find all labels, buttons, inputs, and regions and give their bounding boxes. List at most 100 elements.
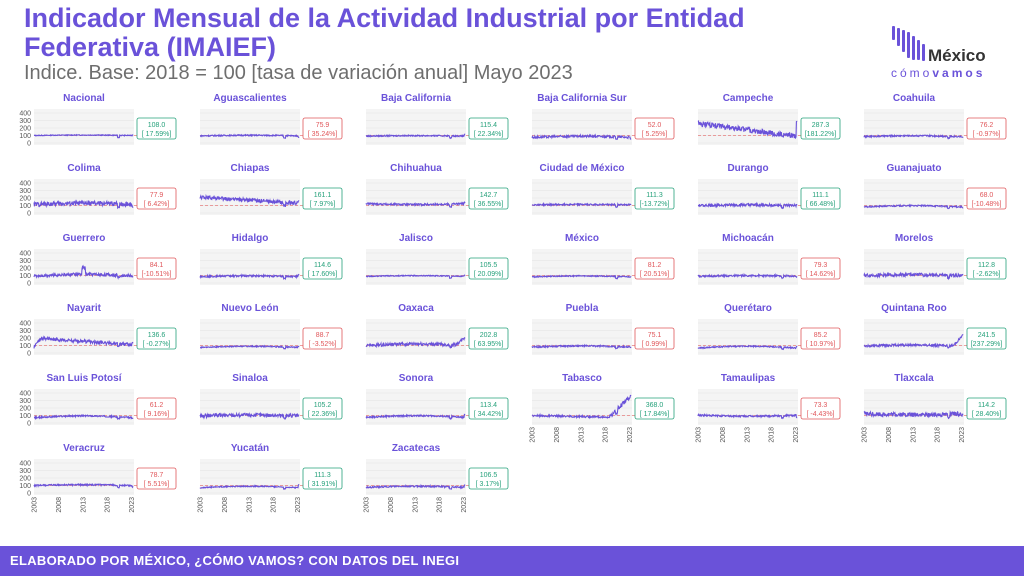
value-label-box	[634, 327, 675, 350]
value-label-box	[634, 397, 675, 420]
change-label: [181.22%]	[805, 131, 837, 138]
logo-tagline: cómovamos	[891, 66, 985, 80]
panel-tlaxcala: Tlaxcala 114.2 [ 28.40%] 2003 2008 2013 2018 20…	[862, 373, 1007, 443]
value-label-box	[136, 117, 177, 140]
change-label: [ 9.16%]	[144, 411, 170, 418]
value-label: 79.3	[814, 262, 828, 269]
x-tick-label: 2023	[461, 497, 468, 513]
panel-background	[34, 319, 134, 355]
panel-baja-california-sur: Baja California Sur 52.0 [ 5.25%]	[531, 93, 675, 145]
change-label: [ 35.24%]	[308, 131, 338, 138]
panel-title: Yucatán	[231, 443, 269, 454]
logo-name: México	[928, 46, 986, 65]
panel-michoacán: Michoacán 79.3 [ 14.62%]	[697, 233, 841, 285]
panel-title: Oaxaca	[398, 303, 434, 314]
panel-zacatecas: Zacatecas 106.5 [ 3.17%] 2003 2008 2013 2018 20…	[364, 443, 509, 513]
value-label-box	[302, 187, 343, 210]
series-line	[863, 203, 964, 210]
footer-credit: ELABORADO POR MÉXICO, ¿CÓMO VAMOS? CON D…	[10, 553, 460, 568]
value-label-box	[634, 257, 675, 280]
panel-background	[532, 179, 632, 215]
panel-title: Aguascalientes	[213, 93, 287, 104]
panel-background	[532, 319, 632, 355]
panel-sinaloa: Sinaloa 105.2 [ 22.36%]	[199, 373, 343, 425]
value-label: 241.5	[978, 332, 996, 339]
panel-title: Chihuahua	[390, 163, 442, 174]
series-line	[531, 133, 632, 140]
panel-background	[864, 179, 964, 215]
panel-title: Morelos	[895, 233, 934, 244]
panel-title: Nuevo León	[221, 303, 278, 314]
x-tick-label: 2023	[627, 427, 634, 443]
x-tick-label: 2013	[412, 497, 419, 513]
panel-background	[366, 109, 466, 145]
value-label: 136.6	[148, 332, 166, 339]
value-label: 108.0	[148, 122, 166, 129]
change-label: [ 34.42%]	[474, 411, 504, 418]
panel-méxico: México 81.2 [ 20.51%]	[531, 233, 675, 285]
value-label: 112.8	[978, 262, 995, 269]
change-label: [ 31.91%]	[308, 481, 338, 488]
panel-background	[366, 249, 466, 285]
page-subtitle: Indice. Base: 2018 = 100 [tasa de variac…	[24, 62, 573, 84]
y-tick-label: 400	[19, 461, 31, 468]
value-label-box	[468, 397, 509, 420]
panel-quintana-roo: Quintana Roo 241.5 [237.29%]	[863, 303, 1007, 355]
value-label-box	[302, 257, 343, 280]
panel-title: Campeche	[723, 93, 774, 104]
panel-background	[200, 249, 300, 285]
change-label: [ 14.62%]	[806, 271, 836, 278]
value-label: 75.1	[648, 332, 662, 339]
panel-title: Tabasco	[562, 373, 602, 384]
panel-yucatán: Yucatán 111.3 [ 31.91%] 2003 2008 2013 2018 202…	[198, 443, 343, 513]
series-line	[863, 409, 964, 420]
panel-title: Sinaloa	[232, 373, 268, 384]
logo-tag-bold: vamos	[932, 66, 986, 80]
panel-morelos: Morelos 112.8 [ -2.62%]	[863, 233, 1007, 285]
series-line	[33, 199, 134, 210]
panel-title: Veracruz	[63, 443, 105, 454]
value-label-box	[800, 117, 841, 140]
x-tick-label: 2013	[80, 497, 87, 513]
panel-coahuila: Coahuila 76.2 [ -0.97%]	[863, 93, 1007, 145]
value-label: 368.0	[646, 402, 664, 409]
panel-background	[366, 179, 466, 215]
series-line	[697, 272, 798, 280]
x-tick-label: 2003	[530, 427, 537, 443]
x-tick-label: 2018	[271, 497, 278, 513]
value-label-box	[800, 327, 841, 350]
panel-oaxaca: Oaxaca 202.8 [ 63.95%]	[365, 303, 509, 355]
panel-background	[200, 389, 300, 425]
panel-title: Tamaulipas	[721, 373, 776, 384]
value-label: 202.8	[480, 332, 498, 339]
footer-bar: ELABORADO POR MÉXICO, ¿CÓMO VAMOS? CON D…	[0, 546, 1024, 576]
change-label: [ 3.17%]	[476, 481, 502, 488]
series-line	[365, 201, 466, 209]
panel-title: Sonora	[399, 373, 434, 384]
series-line	[863, 271, 964, 281]
value-label-box	[468, 187, 509, 210]
panel-querétaro: Querétaro 85.2 [ 10.97%]	[697, 303, 841, 355]
value-label-box	[800, 187, 841, 210]
series-line	[365, 274, 466, 279]
change-label: [ -2.62%]	[972, 271, 1000, 278]
panel-background	[532, 249, 632, 285]
panel-background	[698, 319, 798, 355]
y-tick-label: 100	[19, 133, 31, 140]
value-label-box	[302, 397, 343, 420]
value-label: 75.9	[316, 122, 330, 129]
panel-nuevo-león: Nuevo León 88.7 [ -3.52%]	[200, 303, 343, 355]
series-line	[365, 483, 466, 490]
panel-title: Coahuila	[893, 93, 936, 104]
panel-background	[366, 319, 466, 355]
value-label-box	[800, 397, 841, 420]
series-line	[33, 133, 134, 139]
value-label: 105.2	[314, 402, 332, 409]
value-label: 142.7	[480, 192, 498, 199]
panel-background	[34, 179, 134, 215]
value-label: 78.7	[150, 472, 164, 479]
value-label-box	[136, 187, 177, 210]
